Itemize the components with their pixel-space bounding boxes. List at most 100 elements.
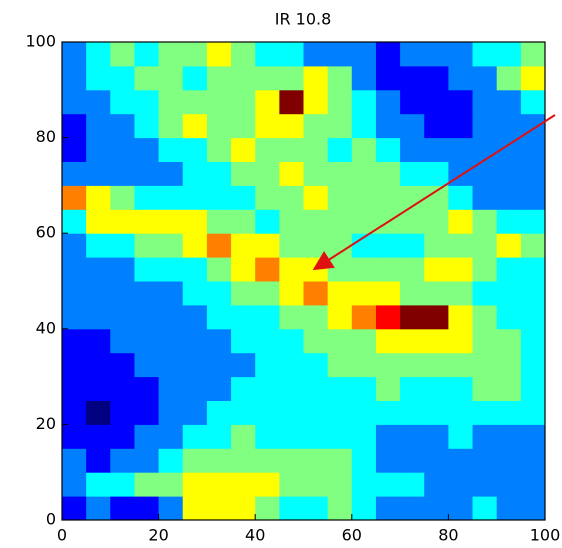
heatmap-cell [110, 257, 135, 282]
heatmap-cell [86, 328, 111, 354]
heatmap-cell [472, 65, 498, 91]
heatmap-cell [86, 304, 111, 330]
heatmap-cell [255, 89, 280, 115]
heatmap-cell [375, 376, 401, 401]
heatmap-cell [351, 281, 377, 306]
heatmap-cell [134, 328, 160, 354]
heatmap-cell [303, 113, 329, 139]
heatmap-cell [448, 185, 474, 210]
heatmap-cell [62, 65, 87, 91]
heatmap-cell [62, 137, 87, 162]
heatmap-cell [375, 113, 401, 139]
heatmap-cell [496, 89, 522, 115]
heatmap-cell [472, 42, 498, 67]
y-tick-label: 0 [46, 510, 56, 529]
heatmap-cell [255, 185, 280, 210]
heatmap-cell [134, 448, 160, 473]
heatmap-cell [375, 304, 401, 330]
heatmap-cell [158, 376, 184, 401]
heatmap-cell [472, 137, 498, 162]
heatmap-cell [279, 209, 304, 234]
heatmap-cell [255, 113, 280, 139]
heatmap-cell [303, 42, 329, 67]
heatmap-cell [231, 400, 256, 425]
heatmap-cell [86, 424, 111, 449]
heatmap-cell [303, 328, 329, 354]
heatmap-cell [255, 233, 280, 258]
heatmap-cell [303, 424, 329, 449]
heatmap-cell [62, 400, 87, 425]
heatmap-cell [520, 89, 546, 115]
heatmap-cell [303, 304, 329, 330]
heatmap-cell [351, 137, 377, 162]
heatmap-cell [231, 42, 256, 67]
heatmap-cell [400, 424, 425, 449]
heatmap-cell [351, 304, 377, 330]
heatmap-cell [206, 209, 232, 234]
heatmap-cell [327, 257, 353, 282]
heatmap-cell [158, 89, 184, 115]
heatmap-cell [134, 42, 160, 67]
heatmap-cell [182, 376, 208, 401]
heatmap-cell [448, 257, 474, 282]
heatmap-cell [86, 65, 111, 91]
heatmap-cell [400, 472, 425, 497]
heatmap-cell [351, 257, 377, 282]
heatmap-cell [327, 137, 353, 162]
heatmap-cell [231, 352, 256, 378]
heatmap-cell [472, 209, 498, 234]
chart-title: IR 10.8 [275, 10, 332, 29]
heatmap-cell [279, 496, 304, 521]
heatmap-cell [279, 304, 304, 330]
y-tick-label: 100 [25, 32, 56, 51]
heatmap-cell [86, 448, 111, 473]
heatmap-cell [472, 89, 498, 115]
heatmap-cell [327, 352, 353, 378]
heatmap-cell [86, 209, 111, 234]
heatmap-cell [110, 89, 135, 115]
heatmap-cell [472, 304, 498, 330]
heatmap-cell [472, 472, 498, 497]
heatmap-cell [303, 448, 329, 473]
heatmap-cell [448, 113, 474, 139]
heatmap-cell [327, 161, 353, 186]
heatmap-cell [448, 424, 474, 449]
heatmap-cell [279, 257, 304, 282]
heatmap-cell [255, 352, 280, 378]
heatmap-cell [206, 448, 232, 473]
heatmap-cell [86, 281, 111, 306]
heatmap-cell [86, 185, 111, 210]
heatmap-cell [351, 161, 377, 186]
heatmap-cell [86, 472, 111, 497]
heatmap-cell [496, 281, 522, 306]
heatmap-cell [303, 257, 329, 282]
heatmap-cell [255, 424, 280, 449]
heatmap-cell [448, 448, 474, 473]
heatmap-cell [231, 137, 256, 162]
heatmap-cell [496, 328, 522, 354]
heatmap-cell [472, 400, 498, 425]
heatmap-cell [206, 304, 232, 330]
heatmap-cell [327, 496, 353, 521]
y-tick-label: 40 [36, 318, 56, 337]
heatmap-cell [424, 65, 449, 91]
heatmap-cell [520, 233, 546, 258]
heatmap-cell [182, 472, 208, 497]
heatmap-cell [86, 137, 111, 162]
heatmap-cell [62, 376, 87, 401]
heatmap-cell [134, 185, 160, 210]
heatmap-cell [231, 376, 256, 401]
heatmap-cell [520, 42, 546, 67]
heatmap-cell [62, 161, 87, 186]
heatmap-cell [448, 89, 474, 115]
heatmap-cell [375, 352, 401, 378]
heatmap-cell [158, 328, 184, 354]
heatmap-cell [62, 304, 87, 330]
heatmap-cell [520, 328, 546, 354]
heatmap-cell [496, 257, 522, 282]
x-tick-label: 100 [530, 526, 561, 545]
heatmap-cell [206, 233, 232, 258]
heatmap-cell [182, 448, 208, 473]
heatmap-cell [279, 400, 304, 425]
x-tick-label: 40 [245, 526, 265, 545]
